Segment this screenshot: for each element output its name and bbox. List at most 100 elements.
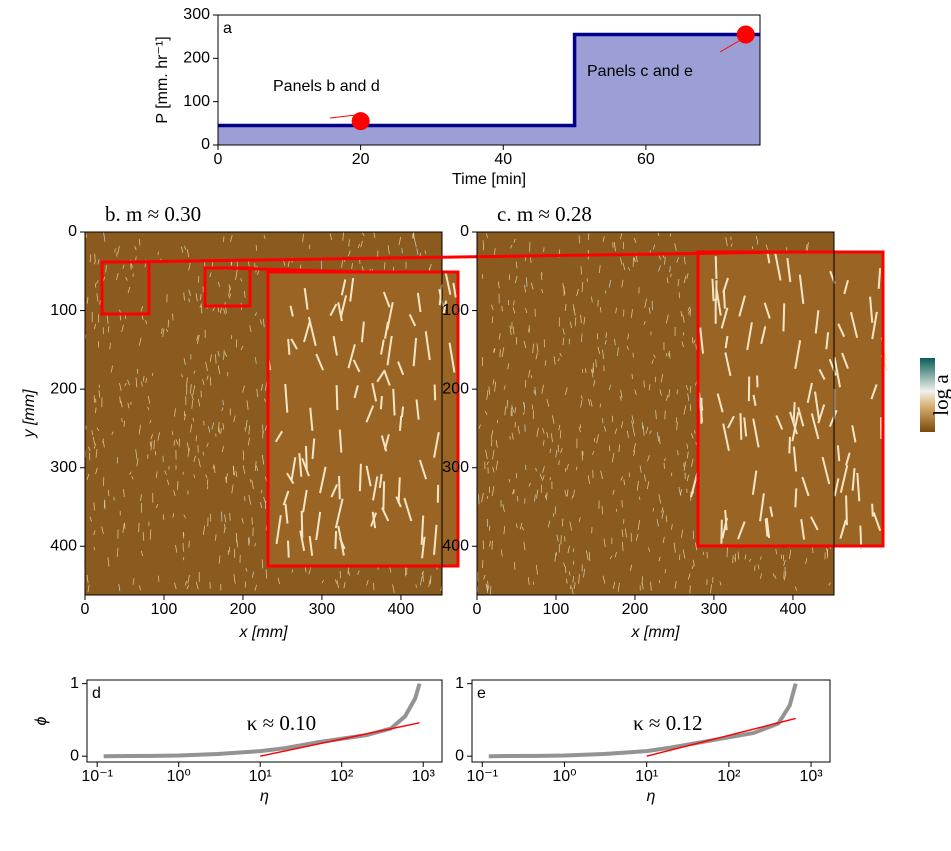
channel-texture: [609, 555, 613, 560]
channel-texture: [810, 516, 819, 531]
channel-texture: [182, 531, 185, 537]
channel-texture: [755, 236, 758, 240]
channel-texture: [623, 479, 626, 486]
channel-texture: [502, 504, 505, 513]
channel-texture: [666, 277, 669, 284]
channel-texture: [202, 379, 205, 385]
channel-texture: [187, 448, 190, 457]
channel-texture: [150, 441, 153, 451]
channel-texture: [299, 530, 306, 551]
channel-texture: [665, 394, 669, 401]
channel-texture: [535, 467, 537, 472]
channel-texture: [501, 347, 505, 358]
channel-texture: [670, 524, 673, 530]
channel-texture: [615, 307, 617, 314]
channel-texture: [347, 250, 351, 257]
y-tick-label: 300: [442, 459, 469, 476]
x-tick-label: 0: [473, 601, 482, 618]
y-tick-label: 100: [442, 302, 469, 319]
channel-texture: [433, 432, 440, 458]
channel-texture: [530, 282, 534, 290]
channel-texture: [515, 275, 518, 284]
channel-texture: [416, 248, 419, 255]
channel-texture: [579, 424, 582, 429]
axes-frame: [86, 679, 443, 763]
channel-texture: [676, 421, 678, 431]
channel-texture: [828, 358, 837, 376]
axes-frame: [217, 14, 761, 146]
channel-texture: [190, 384, 192, 394]
channel-texture: [141, 381, 143, 387]
channel-texture: [580, 399, 583, 408]
channel-texture: [833, 478, 840, 497]
channel-texture: [209, 272, 212, 278]
channel-texture: [442, 300, 448, 314]
channel-texture: [257, 270, 260, 275]
channel-texture: [792, 402, 796, 423]
x-tick-label: 10²: [717, 768, 741, 785]
channel-texture: [686, 474, 690, 482]
channel-texture: [694, 430, 696, 434]
channel-texture: [542, 440, 545, 446]
channel-texture: [801, 476, 810, 497]
line: [218, 32, 760, 128]
y-tick-label: 0: [460, 223, 469, 240]
channel-texture: [599, 307, 602, 313]
channel-texture: [260, 383, 264, 391]
channel-texture: [379, 395, 383, 410]
channel-texture: [336, 580, 339, 589]
channel-texture: [665, 314, 669, 324]
channel-texture: [184, 580, 187, 586]
channel-texture: [689, 385, 692, 393]
channel-texture: [95, 448, 98, 458]
channel-texture: [765, 517, 771, 539]
channel-texture: [759, 493, 765, 522]
channel-texture: [553, 356, 556, 365]
channel-texture: [702, 551, 705, 555]
channel-texture: [198, 458, 201, 468]
x-tick-label: 60: [637, 151, 655, 168]
channel-texture: [282, 490, 290, 506]
channel-texture: [187, 442, 190, 452]
channel-texture: [788, 549, 792, 560]
channel-texture: [528, 328, 531, 333]
channel-texture: [643, 380, 645, 388]
channel-texture: [193, 455, 196, 463]
channel-texture: [837, 323, 846, 338]
channel-texture: [188, 289, 191, 297]
channel-texture: [247, 437, 250, 446]
channel-texture: [275, 515, 282, 545]
channel-texture: [371, 382, 378, 402]
channel-texture: [511, 405, 514, 412]
channel-texture: [686, 451, 689, 459]
channel-texture: [138, 337, 142, 346]
channel-texture: [563, 286, 566, 295]
channel-texture: [514, 407, 517, 414]
channel-texture: [845, 495, 848, 526]
channel-texture: [531, 404, 534, 410]
channel-texture: [337, 302, 343, 322]
channel-texture: [590, 399, 593, 407]
channel-texture: [657, 432, 659, 442]
channel-texture: [489, 540, 492, 547]
channel-texture: [102, 438, 104, 443]
channel-texture: [412, 337, 418, 367]
channel-texture: [534, 494, 536, 502]
channel-texture: [637, 520, 641, 531]
x-tick-label: 0: [81, 601, 90, 618]
y-tick-label: 400: [442, 538, 469, 555]
channel-texture: [223, 349, 225, 360]
channel-texture: [631, 415, 635, 424]
channel-texture: [618, 444, 620, 453]
channel-texture: [826, 547, 829, 556]
channel-texture: [329, 303, 338, 317]
channel-texture: [536, 343, 539, 353]
channel-texture: [256, 465, 259, 472]
channel-texture: [825, 332, 830, 350]
channel-texture: [215, 354, 217, 364]
axes-frame: [476, 231, 835, 596]
channel-texture: [689, 308, 691, 317]
y-tick-label: 0: [455, 747, 464, 764]
channel-texture: [513, 300, 515, 306]
channel-texture: [419, 576, 423, 586]
